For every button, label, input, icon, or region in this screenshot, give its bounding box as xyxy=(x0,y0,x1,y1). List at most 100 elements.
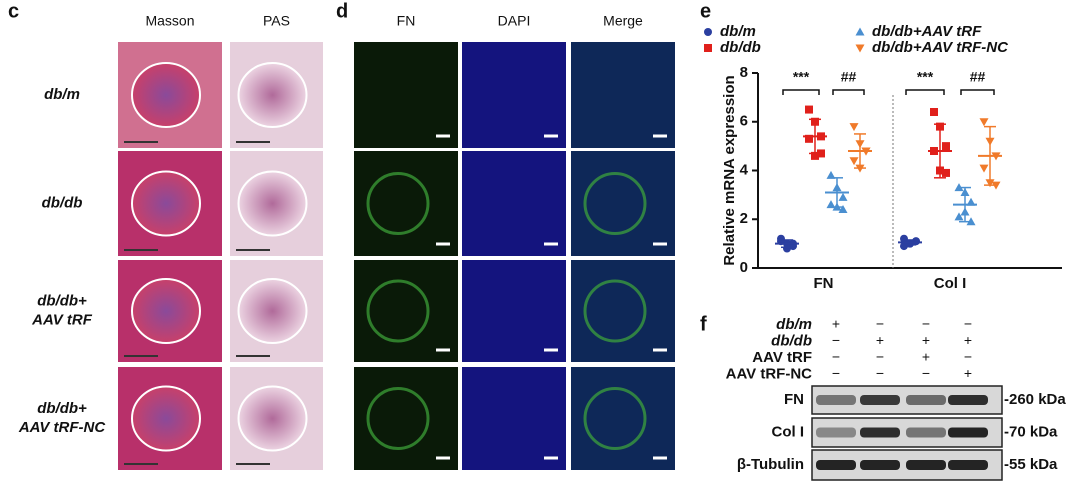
data-point xyxy=(942,142,950,151)
y-axis-label: Relative mRNA expression xyxy=(721,75,738,265)
data-point xyxy=(979,164,989,173)
blot-label: Col I xyxy=(772,423,805,440)
x-tick-label: Col I xyxy=(934,275,967,292)
significance-bracket xyxy=(905,89,945,95)
fluorescence-image xyxy=(354,260,458,362)
fluorescence-image xyxy=(354,151,458,256)
legend-marker xyxy=(704,44,712,52)
glomerulus xyxy=(237,385,308,452)
blot-band xyxy=(816,427,856,438)
significance-bracket xyxy=(782,89,820,95)
condition-sign: − xyxy=(832,349,840,365)
condition-sign: + xyxy=(964,332,972,348)
panel-label: d xyxy=(336,0,348,22)
fluorescence-image xyxy=(571,260,675,362)
blot-band xyxy=(860,460,900,470)
column-header: PAS xyxy=(263,13,290,29)
panel-label: e xyxy=(700,0,711,22)
data-point xyxy=(942,168,950,177)
legend-label: db/m xyxy=(720,23,756,40)
blot-size: -260 kDa xyxy=(1004,391,1066,408)
fn-stain xyxy=(583,387,647,450)
condition-sign: − xyxy=(876,365,884,381)
row-label: db/db+ xyxy=(37,400,87,417)
condition-label: AAV tRF xyxy=(752,349,812,366)
y-tick-label: 0 xyxy=(740,259,748,276)
glomerulus xyxy=(237,62,308,128)
data-point xyxy=(954,212,964,221)
row-label: db/m xyxy=(44,86,80,103)
data-point xyxy=(979,118,989,127)
blot-band xyxy=(816,460,856,470)
y-tick-label: 4 xyxy=(740,161,749,178)
condition-sign: − xyxy=(922,316,930,332)
condition-sign: − xyxy=(876,316,884,332)
blot-band xyxy=(906,427,946,438)
glomerulus xyxy=(131,170,201,237)
significance-bracket xyxy=(960,89,995,95)
condition-sign: − xyxy=(964,316,972,332)
data-point xyxy=(849,157,859,166)
fn-stain xyxy=(366,172,430,235)
row-label: AAV tRF xyxy=(31,311,93,328)
fluorescence-image xyxy=(462,367,566,470)
data-point xyxy=(783,244,791,253)
row-label: db/db+ xyxy=(37,292,87,309)
condition-sign: + xyxy=(964,365,972,381)
significance-label: ## xyxy=(970,69,986,85)
column-header: Merge xyxy=(603,13,643,29)
fluorescence-image xyxy=(462,260,566,362)
legend-label: db/db+AAV tRF xyxy=(872,23,982,40)
condition-sign: + xyxy=(876,332,884,348)
significance-label: *** xyxy=(917,69,934,85)
significance-label: ## xyxy=(841,69,857,85)
fluorescence-image xyxy=(571,151,675,256)
legend-marker xyxy=(855,44,865,53)
blot-band xyxy=(906,395,946,405)
blot-band xyxy=(860,427,900,438)
panel-label: c xyxy=(8,0,19,22)
condition-sign: − xyxy=(964,349,972,365)
data-point xyxy=(811,151,819,160)
column-header: DAPI xyxy=(498,13,531,29)
significance-bracket xyxy=(832,89,865,95)
data-point xyxy=(838,192,848,201)
data-point xyxy=(900,234,908,243)
fluorescence-image xyxy=(571,42,675,148)
fn-stain xyxy=(366,279,430,343)
data-point xyxy=(930,108,938,116)
fluorescence-image xyxy=(571,367,675,470)
data-point xyxy=(805,134,813,143)
legend-marker xyxy=(855,27,865,36)
panel-label: f xyxy=(700,313,707,335)
condition-sign: + xyxy=(922,349,930,365)
blot-band xyxy=(948,460,988,470)
fluorescence-image xyxy=(462,151,566,256)
fn-stain xyxy=(583,279,647,343)
data-point xyxy=(849,123,859,132)
fn-stain xyxy=(583,172,647,235)
row-label: db/db xyxy=(42,194,83,211)
blot-band xyxy=(816,395,856,405)
y-tick-label: 6 xyxy=(740,113,748,130)
y-tick-label: 8 xyxy=(740,64,748,81)
glomerulus xyxy=(131,278,201,344)
blot-label: β-Tubulin xyxy=(737,456,804,473)
blot-band xyxy=(948,427,988,438)
condition-sign: + xyxy=(922,332,930,348)
condition-sign: + xyxy=(832,316,840,332)
condition-label: db/db xyxy=(771,332,812,349)
data-point xyxy=(826,170,836,179)
fluorescence-image xyxy=(354,42,458,148)
y-tick-label: 2 xyxy=(740,210,748,227)
condition-sign: − xyxy=(832,332,840,348)
glomerulus xyxy=(131,62,201,128)
blot-band xyxy=(860,395,900,405)
legend-label: db/db xyxy=(720,39,761,56)
fn-stain xyxy=(366,387,430,450)
fluorescence-image xyxy=(354,367,458,470)
blot-label: FN xyxy=(784,391,804,408)
data-point xyxy=(912,237,920,246)
